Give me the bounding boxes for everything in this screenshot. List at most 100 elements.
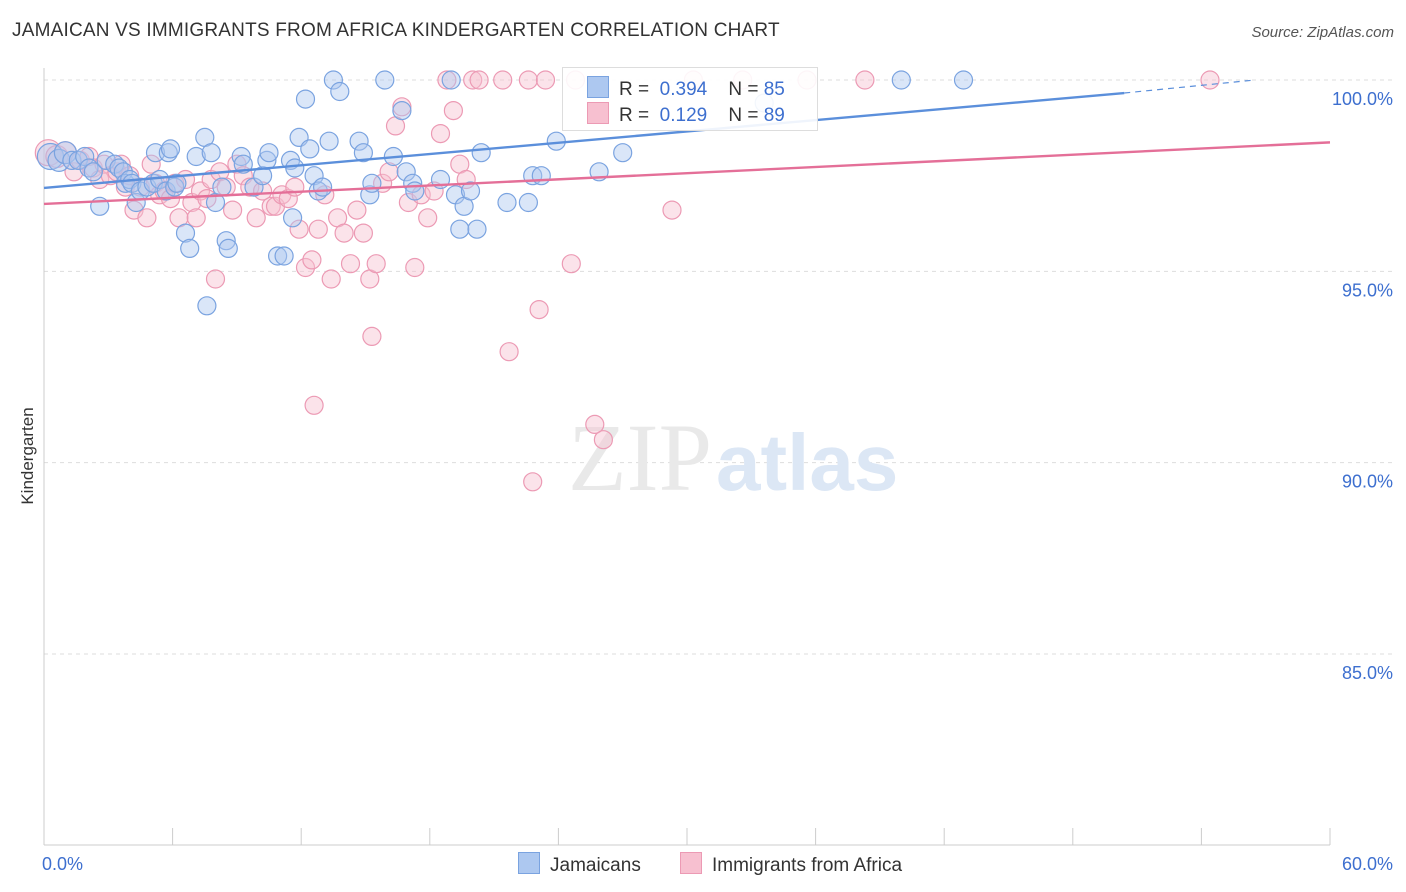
watermark-zip: ZIP (568, 404, 712, 511)
jamaican-point (216, 231, 236, 251)
jamaican-point (295, 89, 316, 109)
jamaican-point (233, 154, 253, 174)
bottom-legend-label-immigrants-from-africa: Immigrants from Africa (712, 855, 903, 876)
legend-r-label: R = (619, 105, 650, 126)
africa-point (340, 254, 361, 274)
legend-n-value: 89 (763, 105, 785, 126)
jamaican-point (531, 166, 551, 186)
africa-point (366, 254, 386, 274)
africa-point (295, 257, 316, 278)
africa-point (278, 189, 298, 209)
jamaican-point (186, 146, 206, 167)
bottom-legend-swatch-immigrants-from-africa (680, 852, 702, 874)
legend-r-value: 0.394 (659, 79, 708, 100)
africa-point (1200, 70, 1220, 90)
jamaican-point (353, 143, 373, 163)
africa-point (561, 254, 581, 274)
africa-point (405, 257, 425, 278)
source-credit: Source: ZipAtlas.com (1251, 24, 1394, 41)
africa-point (223, 200, 243, 220)
africa-point (593, 430, 614, 450)
jamaican-point (313, 177, 333, 197)
watermark-atlas: atlas (716, 418, 898, 507)
jamaican-point (613, 143, 633, 163)
legend-row-jamaicans: R = 0.394 N = 85 (587, 76, 785, 100)
y-tick-label: 85.0% (1342, 663, 1393, 683)
africa-point (362, 326, 382, 346)
africa-point (246, 208, 266, 228)
africa-point (855, 70, 875, 90)
africa-point (430, 124, 451, 144)
africa-point (469, 70, 489, 90)
legend-swatch-immigrants-from-africa (587, 102, 609, 124)
jamaican-point (268, 246, 288, 266)
africa-point (334, 223, 354, 243)
jamaican-point (180, 238, 200, 258)
y-tick-label: 90.0% (1342, 472, 1393, 492)
africa-point (205, 269, 226, 289)
legend-r-label: R = (619, 79, 650, 100)
correlation-legend: R = 0.394 N = 85 R = 0.129 N = 89 (562, 67, 818, 131)
jamaican-point (126, 192, 146, 213)
jamaican-point (319, 131, 339, 151)
africa-point (493, 70, 513, 90)
jamaican-point (75, 146, 95, 167)
jamaican-trend-line (43, 91, 1125, 190)
trend-lines (43, 79, 1331, 206)
y-tick-label: 100.0% (1332, 89, 1393, 109)
jamaican-point (201, 143, 221, 163)
jamaican-point (460, 181, 481, 201)
africa-point (353, 223, 373, 243)
africa-point (289, 219, 309, 239)
watermark: ZIP atlas (568, 404, 898, 511)
africa-point (662, 200, 682, 220)
jamaican-point (471, 143, 491, 163)
axes (43, 68, 1331, 846)
jamaican-point (274, 246, 294, 266)
africa-point (141, 154, 161, 174)
jamaican-point (283, 208, 303, 228)
africa-point (523, 472, 543, 492)
x-tick-label: 60.0% (1342, 854, 1393, 874)
jamaican-point (403, 173, 423, 193)
africa-point (240, 177, 260, 197)
africa-point (302, 250, 322, 270)
jamaican-point (175, 223, 196, 243)
jamaican-point (375, 70, 395, 90)
africa-point (347, 200, 367, 220)
jamaican-point (62, 150, 82, 170)
africa-point (418, 208, 438, 228)
bottom-legend-swatch-jamaicans (518, 852, 540, 874)
legend-n-value: 85 (763, 79, 785, 100)
jamaican-point (300, 139, 320, 159)
africa-point (379, 162, 399, 182)
africa-point (463, 70, 483, 90)
tick-labels: 100.0% 95.0% 90.0% 85.0% 0.0% 60.0% (42, 89, 1393, 874)
jamaican-point (349, 131, 369, 151)
jamaican-point (285, 158, 305, 178)
jamaican-point (160, 139, 181, 159)
jamaican-point (323, 70, 343, 90)
jamaican-point (218, 238, 238, 258)
africa-point (518, 70, 539, 90)
jamaican-point (212, 177, 232, 197)
jamaican-point (891, 70, 911, 90)
jamaican-point (392, 100, 412, 121)
bottom-legend-jamaicans[interactable]: Jamaicans (518, 852, 641, 876)
africa-point (304, 395, 324, 415)
jamaican-point (405, 181, 425, 201)
legend-n-label: N = (728, 105, 759, 126)
series-jamaicans (36, 70, 974, 316)
jamaican-point (231, 146, 251, 167)
jamaican-point (450, 219, 470, 239)
jamaican-point (197, 296, 217, 316)
chart-title: JAMAICAN VS IMMIGRANTS FROM AFRICA KINDE… (12, 20, 780, 41)
bottom-legend-immigrants-from-africa[interactable]: Immigrants from Africa (680, 852, 902, 876)
jamaican-point (497, 192, 517, 213)
jamaican-point (259, 143, 279, 163)
legend-swatch-jamaicans (587, 76, 609, 98)
africa-point (186, 208, 206, 228)
africa-point (529, 300, 549, 320)
jamaican-point (953, 70, 974, 90)
